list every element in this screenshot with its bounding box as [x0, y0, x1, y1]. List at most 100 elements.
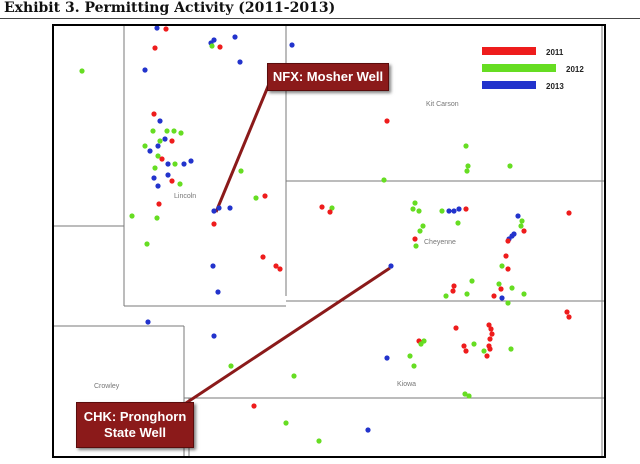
permit-point — [156, 201, 162, 207]
permit-point — [388, 263, 394, 269]
permit-point — [154, 26, 160, 31]
county-label-kit-carson: Kit Carson — [426, 101, 459, 108]
permit-point — [181, 161, 187, 167]
permit-point — [164, 128, 170, 134]
permit-point — [316, 438, 322, 444]
chk-callout-line1: CHK: Pronghorn — [83, 409, 187, 424]
permit-point — [150, 128, 156, 134]
permit-point — [155, 153, 161, 159]
permit-point — [211, 208, 217, 214]
permit-point — [450, 288, 456, 294]
permit-point — [488, 326, 494, 332]
permit-point — [521, 291, 527, 297]
permit-point — [228, 363, 234, 369]
permit-point — [464, 168, 470, 174]
permit-point — [410, 206, 416, 212]
permit-point — [486, 343, 492, 349]
permit-point — [289, 42, 295, 48]
permit-point — [503, 253, 509, 259]
permit-point — [519, 218, 525, 224]
permit-point — [505, 300, 511, 306]
permit-point — [384, 118, 390, 124]
permit-point — [420, 223, 426, 229]
permit-point — [491, 293, 497, 299]
permit-point — [169, 178, 175, 184]
permit-point — [481, 348, 487, 354]
permit-point — [484, 353, 490, 359]
permit-point — [155, 183, 161, 189]
legend-label-2013: 2013 — [546, 82, 564, 91]
permit-point — [384, 355, 390, 361]
permit-point — [518, 223, 524, 229]
permit-point — [566, 314, 572, 320]
nfx-mosher-callout: NFX: Mosher Well — [267, 63, 389, 91]
exhibit-title: Exhibit 3. Permitting Activity (2011-201… — [4, 0, 336, 16]
permit-point — [169, 138, 175, 144]
permit-point — [496, 281, 502, 287]
permit-point — [211, 37, 217, 43]
permit-point — [177, 181, 183, 187]
permit-point — [499, 263, 505, 269]
permit-point — [188, 158, 194, 164]
permit-point — [172, 161, 178, 167]
legend-label-2012: 2012 — [566, 65, 584, 74]
permit-point — [499, 295, 505, 301]
permit-point — [566, 210, 572, 216]
permitting-map[interactable]: Kit Carson Lincoln Cheyenne Kiowa Crowle… — [54, 26, 604, 456]
legend-swatch-2013 — [482, 81, 536, 89]
permit-point — [411, 363, 417, 369]
permit-point — [142, 143, 148, 149]
permit-point — [211, 333, 217, 339]
permit-point — [232, 34, 238, 40]
permit-point — [319, 204, 325, 210]
permit-point — [165, 172, 171, 178]
county-label-cheyenne: Cheyenne — [424, 239, 456, 246]
permit-point — [505, 266, 511, 272]
permit-point — [515, 213, 521, 219]
permit-point — [407, 353, 413, 359]
nfx-leader-line — [214, 83, 271, 213]
county-label-kiowa: Kiowa — [397, 381, 416, 388]
permit-point — [329, 205, 335, 211]
permit-point — [238, 168, 244, 174]
permit-point — [151, 111, 157, 117]
permit-point — [471, 341, 477, 347]
permit-point — [157, 138, 163, 144]
permit-point — [439, 208, 445, 214]
permit-point — [152, 165, 158, 171]
permit-point — [412, 236, 418, 242]
legend-label-2011: 2011 — [546, 48, 564, 57]
permit-point — [451, 283, 457, 289]
legend: 2011 2012 2013 — [482, 47, 584, 91]
permit-point — [446, 208, 452, 214]
county-label-crowley: Crowley — [94, 383, 120, 390]
permit-point — [464, 291, 470, 297]
permit-point — [217, 44, 223, 50]
permit-point — [211, 221, 217, 227]
chk-leader-line — [173, 266, 391, 413]
permit-point — [291, 373, 297, 379]
permit-point — [215, 289, 221, 295]
permit-point — [381, 177, 387, 183]
permit-point — [521, 228, 527, 234]
permit-point — [487, 336, 493, 342]
permit-point — [509, 285, 515, 291]
permit-point — [262, 193, 268, 199]
permit-point — [155, 143, 161, 149]
chk-callout-line2: State Well — [104, 425, 166, 440]
permit-point — [469, 278, 475, 284]
permit-point — [154, 215, 160, 221]
permit-point — [253, 195, 259, 201]
permit-point — [144, 241, 150, 247]
permit-point — [145, 319, 151, 325]
permit-point — [157, 118, 163, 124]
permit-point — [486, 322, 492, 328]
permit-point — [147, 148, 153, 154]
map-frame[interactable]: Kit Carson Lincoln Cheyenne Kiowa Crowle… — [52, 24, 606, 458]
permit-point — [251, 403, 257, 409]
permit-point — [453, 325, 459, 331]
county-label-lincoln: Lincoln — [174, 193, 196, 200]
permit-point — [505, 238, 511, 244]
permit-point — [463, 348, 469, 354]
permit-point — [498, 286, 504, 292]
